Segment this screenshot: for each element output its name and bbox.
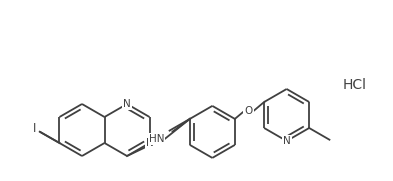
Text: N: N xyxy=(123,99,131,109)
Text: O: O xyxy=(244,106,252,116)
Text: HN: HN xyxy=(149,134,164,144)
Text: N: N xyxy=(146,138,153,148)
Text: I: I xyxy=(33,122,37,135)
Text: HCl: HCl xyxy=(343,78,367,92)
Text: N: N xyxy=(283,136,290,146)
